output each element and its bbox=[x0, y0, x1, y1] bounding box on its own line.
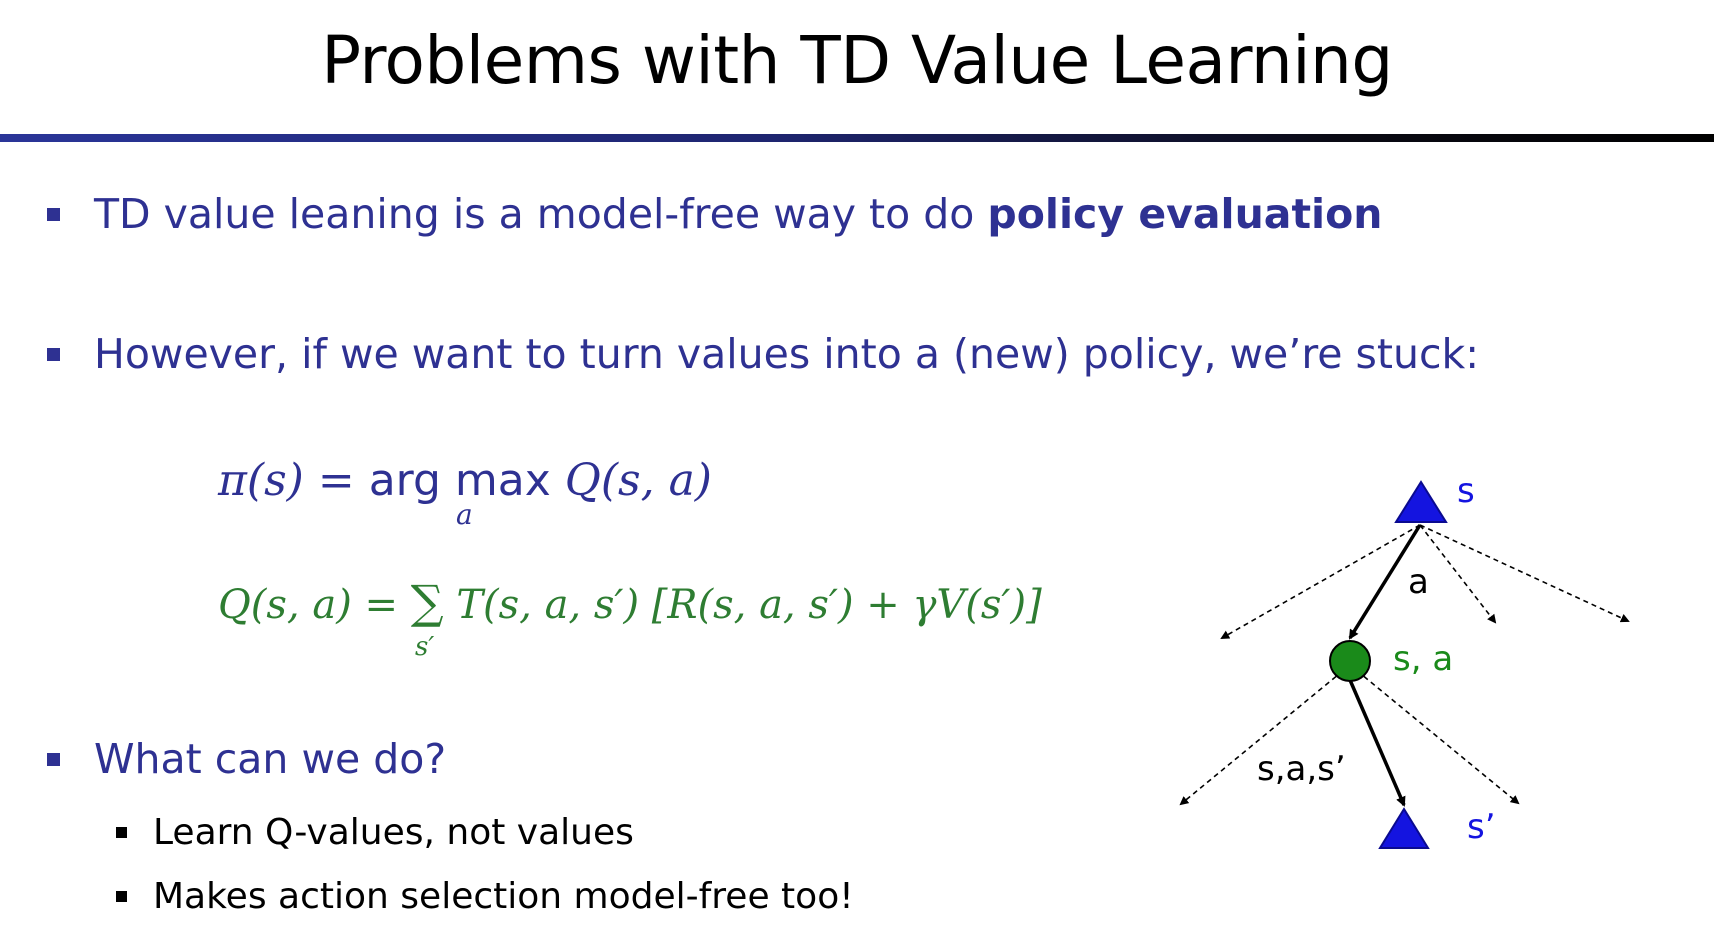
bullet-what-can-we-do: What can we do? bbox=[47, 735, 446, 783]
bullet-td-policy-evaluation: TD value leaning is a model-free way to … bbox=[47, 190, 1382, 238]
sub-bullet-model-free-selection: Makes action selection model-free too! bbox=[116, 876, 854, 917]
q-state-node bbox=[1329, 640, 1371, 682]
policy-equation: π(s) = arg max Q(s, a) bbox=[218, 455, 712, 506]
state-label: s bbox=[1457, 471, 1475, 511]
q-equation-sum-subscript: s′ bbox=[415, 632, 435, 662]
action-edge bbox=[1348, 524, 1422, 640]
sub-bullet-square-icon bbox=[116, 891, 127, 902]
title-divider bbox=[0, 134, 1714, 142]
slide-title: Problems with TD Value Learning bbox=[321, 22, 1393, 99]
bullet-square-icon bbox=[47, 347, 60, 361]
state-node bbox=[1394, 480, 1448, 523]
transition-label: s,a,s’ bbox=[1257, 749, 1346, 789]
policy-equation-rhs: Q(s, a) bbox=[564, 455, 712, 506]
sub-bullet-text: Learn Q-values, not values bbox=[153, 812, 634, 853]
policy-equation-max: max bbox=[454, 455, 551, 506]
q-state-label: s, a bbox=[1393, 639, 1453, 679]
next-state-label: s’ bbox=[1467, 807, 1496, 847]
q-value-equation: Q(s, a) = ∑ T(s, a, s′) [R(s, a, s′) + γ… bbox=[218, 575, 1042, 629]
next-state-node bbox=[1378, 807, 1430, 849]
sub-bullet-square-icon bbox=[116, 827, 127, 838]
transition-edge bbox=[1348, 679, 1406, 807]
policy-equation-lhs: π(s) = bbox=[218, 455, 355, 506]
sub-bullet-text: Makes action selection model-free too! bbox=[153, 876, 854, 917]
bullet-text: However, if we want to turn values into … bbox=[94, 330, 1480, 378]
bullet-text-plain: TD value leaning is a model-free way to … bbox=[94, 190, 988, 238]
bullet-new-policy-stuck: However, if we want to turn values into … bbox=[47, 330, 1479, 378]
q-equation-lhs: Q(s, a) = bbox=[218, 582, 399, 628]
dashed-action-edge-left bbox=[1220, 524, 1421, 639]
policy-equation-max-subscript: a bbox=[456, 498, 473, 531]
dashed-transition-edge-right bbox=[1349, 664, 1520, 805]
action-label: a bbox=[1408, 562, 1429, 602]
dashed-transition-edge-left bbox=[1179, 664, 1351, 806]
q-equation-sum-symbol: ∑ bbox=[410, 575, 444, 629]
q-equation-rhs: T(s, a, s′) [R(s, a, s′) + γV(s′)] bbox=[456, 582, 1042, 628]
bullet-text-bold: policy evaluation bbox=[987, 190, 1383, 238]
policy-equation-arg: arg bbox=[368, 455, 441, 506]
dashed-action-edge-mid bbox=[1419, 524, 1497, 624]
bullet-square-icon bbox=[47, 207, 60, 221]
bullet-text: TD value leaning is a model-free way to … bbox=[94, 190, 1382, 238]
sub-bullet-learn-q-values: Learn Q-values, not values bbox=[116, 812, 634, 853]
bullet-text: What can we do? bbox=[94, 735, 447, 783]
bullet-square-icon bbox=[47, 752, 60, 766]
dashed-action-edge-right bbox=[1419, 524, 1630, 623]
